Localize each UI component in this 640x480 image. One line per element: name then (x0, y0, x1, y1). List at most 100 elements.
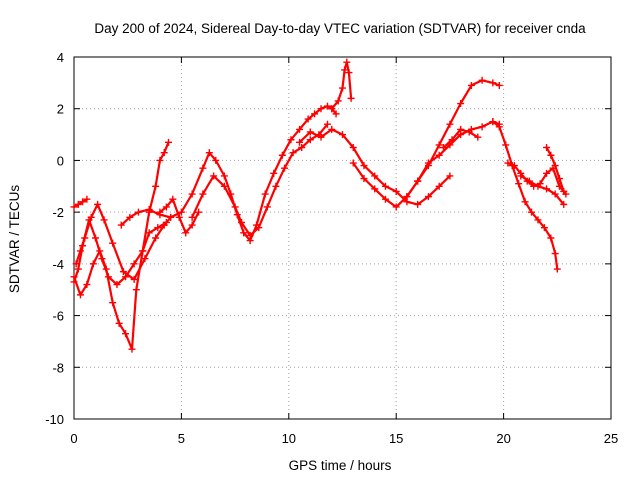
data-point-marker (141, 255, 149, 263)
x-tick-label: 0 (70, 431, 77, 446)
data-point-marker (551, 250, 559, 258)
data-point-marker (85, 216, 93, 224)
series-line (191, 123, 329, 237)
data-series (70, 58, 570, 353)
data-point-marker (495, 123, 503, 131)
data-point-marker (360, 175, 368, 183)
data-point-marker (98, 255, 106, 263)
data-point-marker (371, 172, 379, 180)
satellite-track-9 (296, 125, 454, 208)
satellite-track-6 (188, 120, 331, 239)
data-point-marker (238, 218, 246, 226)
data-point-marker (478, 76, 486, 84)
data-point-marker (517, 172, 525, 180)
data-point-marker (152, 182, 160, 190)
data-point-marker (349, 159, 357, 167)
data-point-marker (91, 234, 99, 242)
data-point-marker (109, 239, 117, 247)
satellite-track-3 (70, 138, 173, 289)
data-point-marker (467, 81, 475, 89)
data-point-marker (306, 128, 314, 136)
y-tick-label: 0 (57, 153, 64, 168)
data-point-marker (79, 198, 87, 206)
data-point-marker (392, 203, 400, 211)
data-point-marker (128, 345, 136, 353)
data-point-marker (317, 133, 325, 141)
data-point-marker (182, 229, 190, 237)
data-point-marker (547, 234, 555, 242)
data-point-marker (403, 193, 411, 201)
data-point-marker (332, 110, 340, 118)
data-point-marker (113, 281, 121, 289)
data-point-marker (502, 141, 510, 149)
data-point-marker (134, 208, 142, 216)
data-point-marker (465, 128, 473, 136)
y-tick-label: 4 (57, 50, 64, 65)
data-point-marker (263, 203, 271, 211)
data-point-marker (255, 224, 263, 232)
data-point-marker (457, 125, 465, 133)
data-point-marker (145, 206, 153, 214)
data-point-marker (89, 260, 97, 268)
data-point-marker (489, 79, 497, 87)
data-point-marker (304, 115, 312, 123)
data-point-marker (261, 190, 269, 198)
data-point-marker (495, 81, 503, 89)
data-point-marker (296, 125, 304, 133)
data-point-marker (278, 151, 286, 159)
data-point-marker (371, 185, 379, 193)
data-point-marker (424, 193, 432, 201)
plot-frame (73, 56, 612, 420)
data-point-marker (457, 100, 465, 108)
data-point-marker (281, 164, 289, 172)
data-point-marker (156, 208, 164, 216)
data-point-marker (246, 231, 254, 239)
data-point-marker (448, 136, 456, 144)
data-point-marker (165, 138, 173, 146)
series-line (405, 79, 501, 198)
data-point-marker (220, 182, 228, 190)
data-point-marker (70, 203, 78, 211)
data-point-marker (489, 118, 497, 126)
x-tick-label: 10 (282, 431, 296, 446)
y-axis-label: SDTVAR / TECUs (7, 185, 22, 294)
data-point-marker (212, 156, 220, 164)
data-point-marker (323, 120, 331, 128)
data-point-marker (439, 144, 447, 151)
data-point-marker (94, 200, 102, 208)
data-point-marker (289, 149, 297, 157)
data-point-marker (188, 190, 196, 198)
y-tick-label: -2 (52, 205, 64, 220)
data-point-marker (145, 229, 153, 237)
series-line (491, 120, 559, 271)
data-point-marker (270, 169, 278, 177)
data-point-marker (424, 162, 432, 170)
data-point-marker (343, 58, 351, 66)
data-point-marker (220, 172, 228, 180)
data-point-marker (130, 275, 138, 283)
data-point-marker (543, 185, 551, 193)
data-point-marker (188, 213, 196, 221)
series-line (72, 221, 168, 351)
data-point-marker (534, 216, 542, 224)
data-point-marker (130, 260, 138, 268)
chart-title: Day 200 of 2024, Sidereal Day-to-day VTE… (94, 21, 586, 36)
data-point-marker (298, 144, 306, 151)
series-line (330, 61, 353, 110)
data-point-marker (205, 149, 213, 157)
data-point-marker (555, 175, 563, 183)
data-point-marker (435, 182, 443, 190)
data-point-marker (188, 221, 196, 229)
data-point-marker (160, 149, 168, 157)
data-point-marker (126, 213, 134, 221)
data-point-marker (339, 131, 346, 139)
data-point-marker (543, 169, 551, 177)
data-point-marker (79, 242, 87, 250)
satellite-track-16 (543, 144, 568, 195)
x-tick-label: 25 (604, 431, 618, 446)
data-point-marker (543, 144, 551, 151)
x-axis-label: GPS time / hours (289, 458, 392, 473)
data-point-marker (296, 138, 304, 146)
data-point-marker (515, 180, 523, 188)
